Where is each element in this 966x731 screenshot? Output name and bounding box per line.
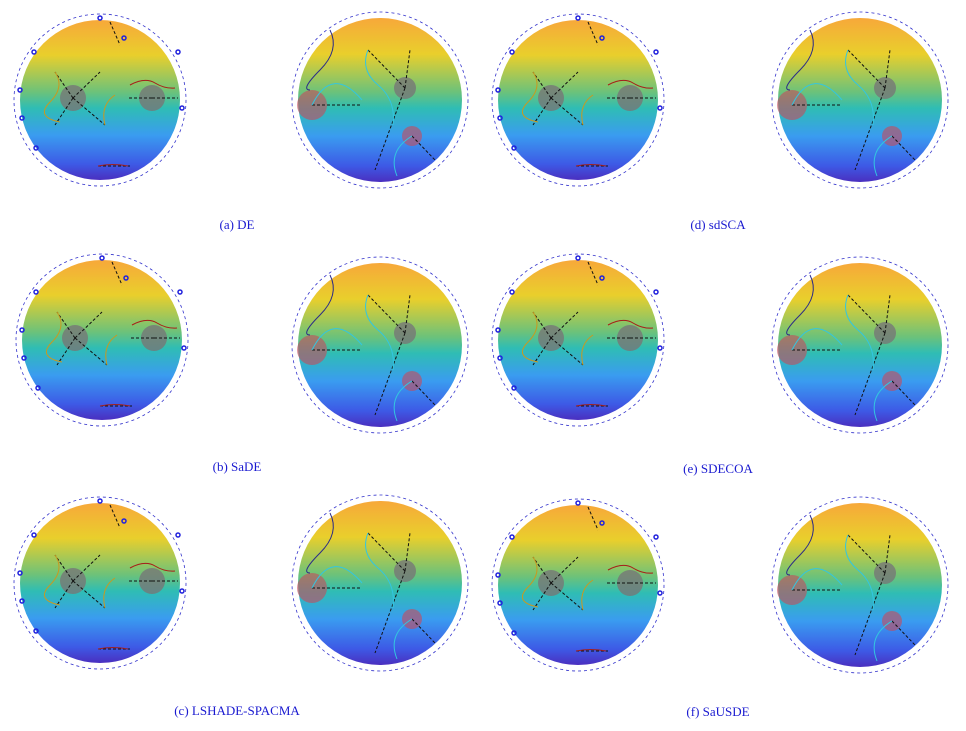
plot [13,496,187,670]
plot [291,256,469,434]
plot [771,496,949,674]
caption: (b) SaDE [213,459,262,474]
plot [771,11,949,189]
plot [491,253,665,427]
caption: (d) sdSCA [690,217,746,232]
plot [13,13,187,187]
caption: (a) DE [219,217,254,232]
caption: (c) LSHADE-SPACMA [174,703,300,718]
plot [491,13,665,187]
plot [291,494,469,672]
plot [291,11,469,189]
plot [491,498,665,672]
caption: (f) SaUSDE [686,704,749,719]
caption: (e) SDECOA [683,461,753,476]
plots [13,11,949,674]
plot [771,256,949,434]
plot [15,253,189,427]
